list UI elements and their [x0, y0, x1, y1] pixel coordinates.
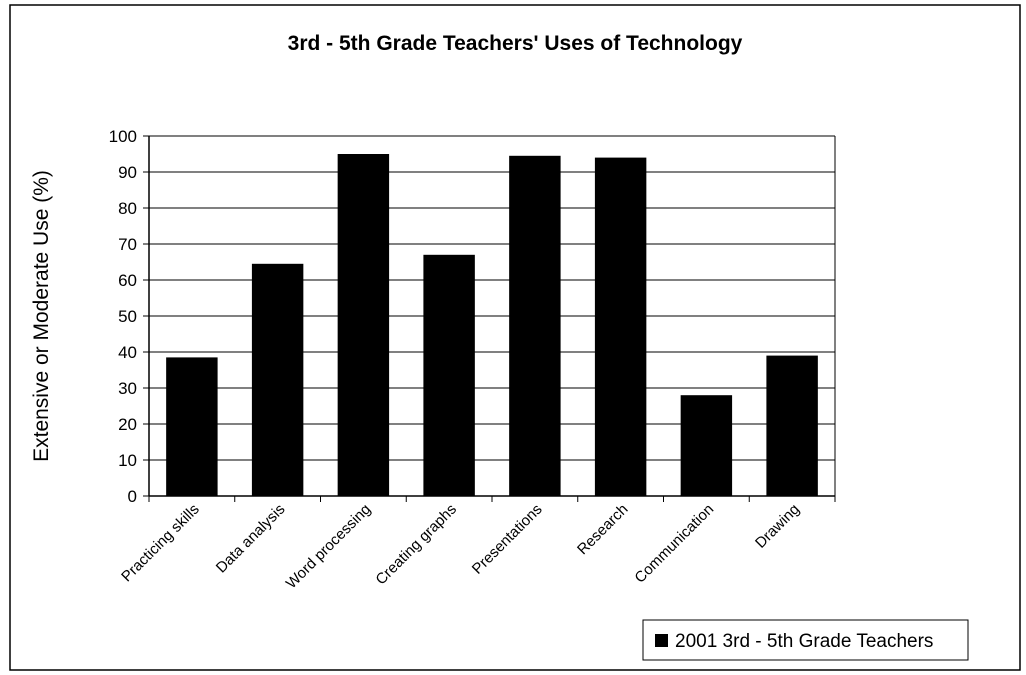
y-tick-label: 90: [118, 163, 137, 182]
bar: [251, 263, 304, 496]
y-axis-label: Extensive or Moderate Use (%): [30, 170, 53, 462]
y-tick-label: 70: [118, 235, 137, 254]
chart-frame: [9, 4, 1021, 671]
legend-swatch: [655, 634, 668, 647]
x-tick-label: Data analysis: [213, 501, 289, 577]
x-tick-label: Communication: [631, 501, 717, 587]
chart-title: 3rd - 5th Grade Teachers' Uses of Techno…: [288, 32, 743, 55]
legend-box: [642, 619, 969, 661]
bar: [509, 155, 561, 497]
x-tick-label: Creating graphs: [372, 501, 459, 588]
x-tick-label: Presentations: [469, 501, 546, 578]
bar: [594, 157, 647, 496]
y-tick-label: 80: [118, 199, 137, 218]
y-tick-label: 60: [118, 271, 137, 290]
bar: [766, 355, 818, 496]
y-tick-label: 100: [109, 127, 137, 146]
bar: [166, 357, 218, 496]
y-tick-label: 0: [128, 487, 137, 506]
y-tick-label: 30: [118, 379, 137, 398]
y-tick-label: 20: [118, 415, 137, 434]
bar: [337, 154, 390, 496]
bar: [680, 395, 733, 496]
legend-label: 2001 3rd - 5th Grade Teachers: [675, 631, 933, 652]
x-tick-label: Research: [574, 501, 631, 558]
y-tick-label: 10: [118, 451, 137, 470]
y-tick-label: 50: [118, 307, 137, 326]
y-tick-label: 40: [118, 343, 137, 362]
bar: [423, 254, 475, 496]
x-tick-label: Practicing skills: [118, 501, 203, 586]
x-tick-label: Drawing: [752, 501, 803, 552]
x-tick-label: Word processing: [283, 501, 374, 592]
